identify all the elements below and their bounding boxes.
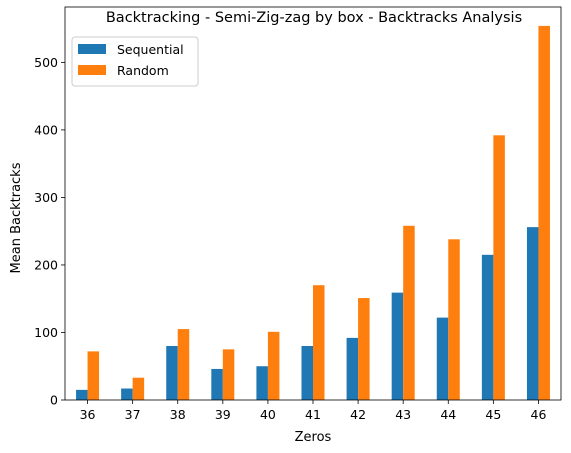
x-tick-label: 40 xyxy=(260,407,276,422)
chart-title: Backtracking - Semi-Zig-zag by box - Bac… xyxy=(106,10,522,26)
legend-label-sequential: Sequential xyxy=(117,42,184,57)
bar-sequential-37 xyxy=(121,388,133,400)
bar-random-42 xyxy=(358,298,370,400)
bar-random-45 xyxy=(493,135,505,401)
x-tick-label: 36 xyxy=(80,407,96,422)
x-tick-label: 38 xyxy=(170,407,186,422)
plot-frame xyxy=(64,6,562,401)
bar-random-38 xyxy=(177,329,190,400)
x-tick-label: 41 xyxy=(305,407,321,422)
bar-sequential-42 xyxy=(346,337,359,400)
bar-random-37 xyxy=(132,377,145,400)
x-tick-label: 37 xyxy=(125,407,141,422)
y-tick-label: 200 xyxy=(34,257,58,272)
x-tick-label: 42 xyxy=(350,407,366,422)
y-tick-label: 100 xyxy=(34,325,58,340)
y-tick-label: 400 xyxy=(34,122,58,137)
bar-random-41 xyxy=(313,285,325,400)
bar-sequential-41 xyxy=(301,345,313,400)
x-tick-label: 39 xyxy=(215,407,231,422)
bar-sequential-36 xyxy=(76,389,88,400)
bar-sequential-43 xyxy=(391,292,404,400)
x-tick-label: 44 xyxy=(440,407,456,422)
bar-sequential-45 xyxy=(481,254,494,400)
bar-sequential-44 xyxy=(436,317,449,400)
bar-sequential-38 xyxy=(166,345,178,400)
bar-random-36 xyxy=(87,351,100,400)
x-tick-label: 43 xyxy=(395,407,411,422)
x-tick-label: 45 xyxy=(485,407,501,422)
y-tick-label: 500 xyxy=(34,55,58,70)
y-tick-label: 0 xyxy=(50,393,58,408)
y-axis-label: Mean Backtracks xyxy=(9,162,24,273)
legend-swatch-random xyxy=(78,65,106,75)
bar-sequential-39 xyxy=(211,368,223,400)
x-axis-ticks: 36 37 38 39 40 41 42 43 44 45 46 xyxy=(80,400,547,422)
bar-random-40 xyxy=(267,331,280,400)
x-axis-label: Zeros xyxy=(295,430,332,445)
legend-label-random: Random xyxy=(117,63,169,78)
y-tick-label: 300 xyxy=(34,190,58,205)
legend-swatch-sequential xyxy=(78,44,106,54)
x-tick-label: 46 xyxy=(531,407,547,422)
legend: Sequential Random xyxy=(71,36,199,87)
bar-sequential-40 xyxy=(256,366,268,400)
bar-random-44 xyxy=(448,239,460,400)
y-axis-ticks: 0 100 200 300 400 500 xyxy=(34,55,65,408)
bar-random-46 xyxy=(538,25,550,400)
bar-random-43 xyxy=(403,225,415,400)
bar-random-39 xyxy=(222,349,235,400)
bar-sequential-46 xyxy=(526,227,539,400)
bars-group xyxy=(76,25,550,401)
